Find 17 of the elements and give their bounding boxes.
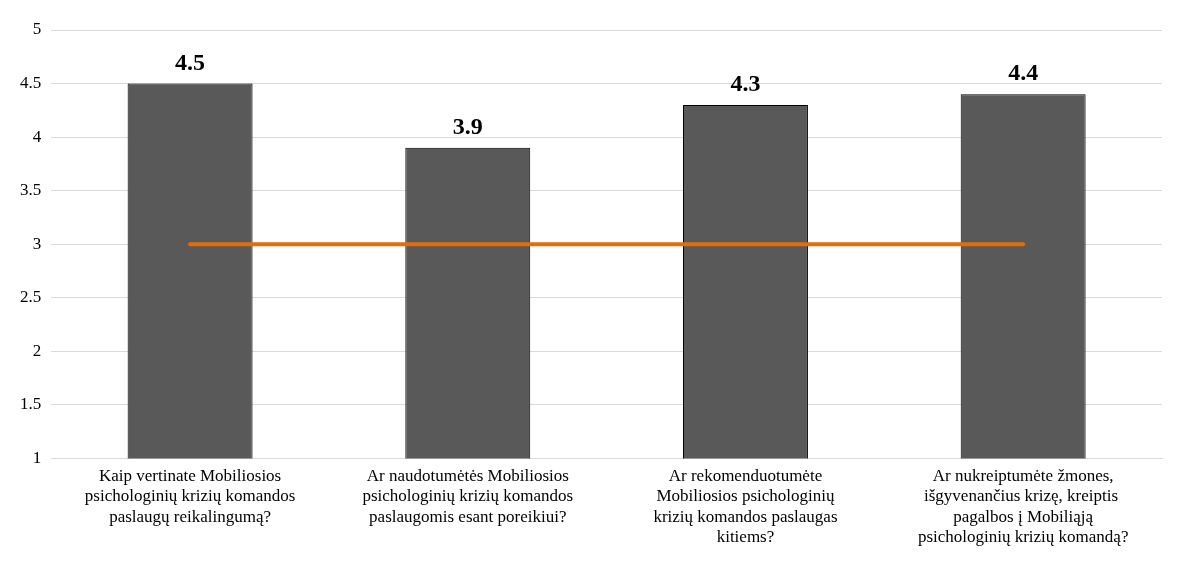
data-label: 4.4 (1008, 59, 1039, 86)
data-label: 4.5 (175, 48, 206, 75)
x-tick-label: Ar nukreiptumėte žmones, išgyvenančius krizę, kreiptis pagalbos į Mobiliąją psichologinių krizių komandą? (917, 466, 1129, 547)
y-tick-label: 1.5 (20, 394, 42, 414)
y-tick-label: 3.5 (20, 180, 42, 200)
y-tick-label: 1 (32, 447, 42, 467)
x-tick-label: Ar rekomenduotumėte Mobiliosios psichologinių krizių komandos paslaugas kitiems? (653, 466, 838, 547)
data-label: 4.3 (730, 70, 761, 97)
y-tick-label: 4 (32, 126, 42, 146)
y-tick-label: 3 (32, 233, 42, 253)
x-tick-label: Kaip vertinate Mobiliosios psichologinių krizių komandos paslaugų reikalingumą? (84, 466, 296, 526)
y-tick-label: 2.5 (20, 287, 42, 307)
data-label: 3.9 (452, 113, 483, 140)
y-tick-label: 4.5 (20, 73, 42, 93)
y-tick-label: 5 (32, 19, 42, 39)
y-tick-label: 2 (32, 340, 42, 360)
x-tick-label: Ar naudotumėtės Mobiliosios psichologinių krizių komandos paslaugomis esant poreikiui? (362, 466, 574, 526)
